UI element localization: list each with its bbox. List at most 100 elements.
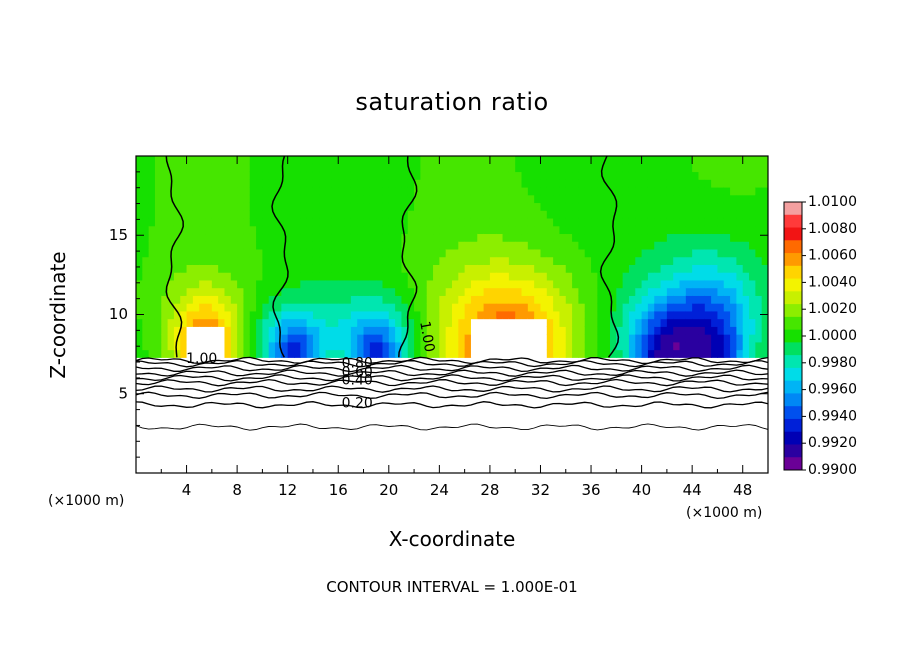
field-cell (730, 279, 737, 289)
field-cell (742, 248, 750, 258)
field-cell (439, 303, 447, 312)
x-tick-label: 4 (182, 481, 192, 499)
field-cell (527, 349, 535, 358)
field-cell (350, 217, 358, 227)
field-cell (761, 171, 768, 180)
field-cell (275, 210, 282, 219)
field-cell (312, 217, 320, 227)
field-cell (489, 303, 497, 312)
field-cell (300, 303, 308, 312)
field-cell (717, 225, 725, 235)
field-cell (723, 194, 731, 204)
field-cell (749, 217, 756, 227)
field-cell (591, 233, 598, 242)
field-cell (508, 264, 516, 273)
field-cell (148, 303, 156, 312)
x-tick-label: 40 (632, 481, 651, 499)
field-cell (357, 194, 365, 204)
field-cell (338, 233, 346, 242)
field-cell (407, 241, 415, 250)
field-cell (489, 163, 497, 173)
field-cell (268, 210, 276, 219)
field-cell (755, 241, 763, 250)
field-cell (205, 194, 213, 204)
field-cell (230, 186, 238, 196)
field-cell (553, 303, 561, 312)
field-cell (730, 264, 737, 273)
field-cell (262, 272, 270, 281)
field-cell (660, 241, 668, 250)
field-cell (717, 256, 725, 265)
field-cell (730, 217, 737, 227)
field-cell (325, 210, 333, 219)
field-cell (414, 310, 421, 320)
field-cell (597, 194, 605, 204)
field-cell (262, 349, 270, 358)
field-cell (572, 202, 579, 211)
field-cell (635, 163, 643, 173)
field-cell (205, 303, 213, 312)
field-cell (211, 349, 219, 358)
field-cell (363, 287, 371, 296)
field-cell (622, 179, 630, 188)
field-cell (154, 349, 162, 358)
field-cell (205, 248, 213, 258)
field-cell (319, 287, 327, 296)
field-cell (192, 248, 200, 258)
field-cell (350, 272, 358, 281)
field-cell (338, 334, 346, 343)
field-cell (167, 318, 175, 327)
field-cell (287, 256, 295, 265)
field-cell (597, 217, 605, 227)
field-cell (395, 272, 403, 281)
y-tick-label: 10 (109, 305, 128, 323)
field-cell (685, 156, 693, 165)
field-cell (154, 217, 162, 227)
field-cell (553, 256, 561, 265)
field-cell (591, 156, 598, 165)
field-cell (357, 272, 365, 281)
field-cell (173, 202, 181, 211)
field-cell (616, 341, 624, 351)
field-cell (211, 194, 219, 204)
field-cell (515, 287, 523, 296)
field-cell (161, 210, 169, 219)
field-cell (445, 210, 453, 219)
field-cell (679, 248, 687, 258)
field-cell (578, 310, 586, 320)
field-cell (502, 279, 510, 289)
field-cell (230, 248, 238, 258)
field-cell (268, 318, 276, 327)
field-cell (622, 295, 630, 304)
field-cell (401, 310, 409, 320)
field-cell (761, 217, 768, 227)
field-cell (186, 318, 194, 327)
field-cell (439, 334, 447, 343)
field-cell (502, 272, 510, 281)
field-cell (717, 326, 725, 335)
field-cell (205, 156, 213, 165)
field-cell (641, 272, 649, 281)
field-cell (477, 272, 485, 281)
field-cell (534, 279, 542, 289)
field-cell (572, 194, 579, 204)
field-cell (173, 326, 181, 335)
field-cell (142, 233, 150, 242)
field-cell (300, 179, 308, 188)
field-cell (736, 202, 744, 211)
field-cell (294, 233, 301, 242)
field-cell (610, 171, 617, 180)
field-cell (534, 163, 542, 173)
field-cell (294, 202, 301, 211)
field-cell (610, 202, 617, 211)
field-cell (591, 349, 598, 358)
field-cell (654, 241, 662, 250)
field-cell (439, 233, 447, 242)
field-cell (698, 156, 706, 165)
field-cell (470, 210, 478, 219)
field-cell (401, 186, 409, 196)
field-cell (173, 310, 181, 320)
field-cell (287, 171, 295, 180)
field-cell (218, 295, 226, 304)
field-cell (597, 318, 605, 327)
